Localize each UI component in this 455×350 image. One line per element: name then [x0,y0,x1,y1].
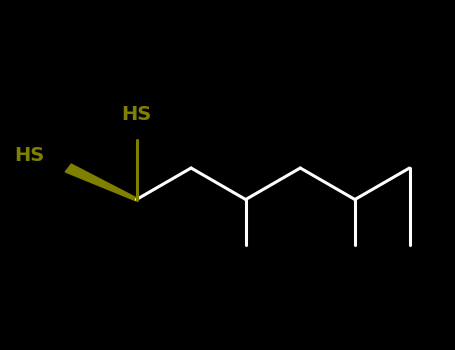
Polygon shape [65,164,137,201]
Text: HS: HS [15,146,45,165]
Text: HS: HS [121,105,152,124]
